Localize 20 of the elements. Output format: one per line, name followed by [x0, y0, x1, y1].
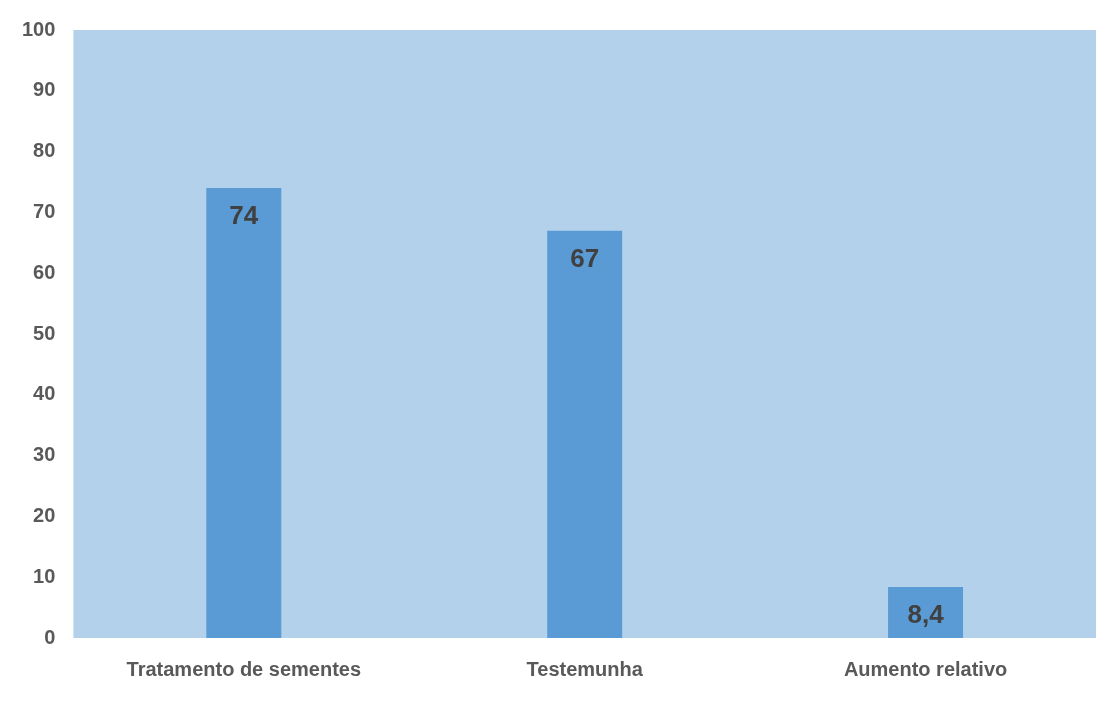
y-tick-label: 10 — [33, 564, 56, 587]
y-tick-label: 90 — [33, 78, 56, 101]
y-tick-label: 100 — [21, 17, 56, 40]
y-tick-label: 30 — [33, 443, 56, 466]
bar — [206, 188, 282, 638]
data-label: 74 — [229, 200, 259, 231]
y-tick-label: 50 — [33, 321, 56, 344]
y-tick-label: 0 — [44, 625, 56, 648]
bar — [888, 586, 964, 638]
x-tick-label: Testemunha — [526, 657, 644, 680]
bar — [547, 230, 623, 638]
data-label: 67 — [570, 242, 600, 273]
x-tick-label: Aumento relativo — [843, 657, 1008, 680]
x-tick-label: Tratamento de sementes — [126, 657, 362, 680]
y-tick-label: 40 — [33, 382, 56, 405]
y-tick-label: 20 — [33, 503, 56, 526]
y-tick-label: 60 — [33, 260, 56, 283]
data-label: 8,4 — [907, 599, 945, 630]
y-tick-label: 80 — [33, 139, 56, 162]
y-tick-label: 70 — [33, 199, 56, 222]
